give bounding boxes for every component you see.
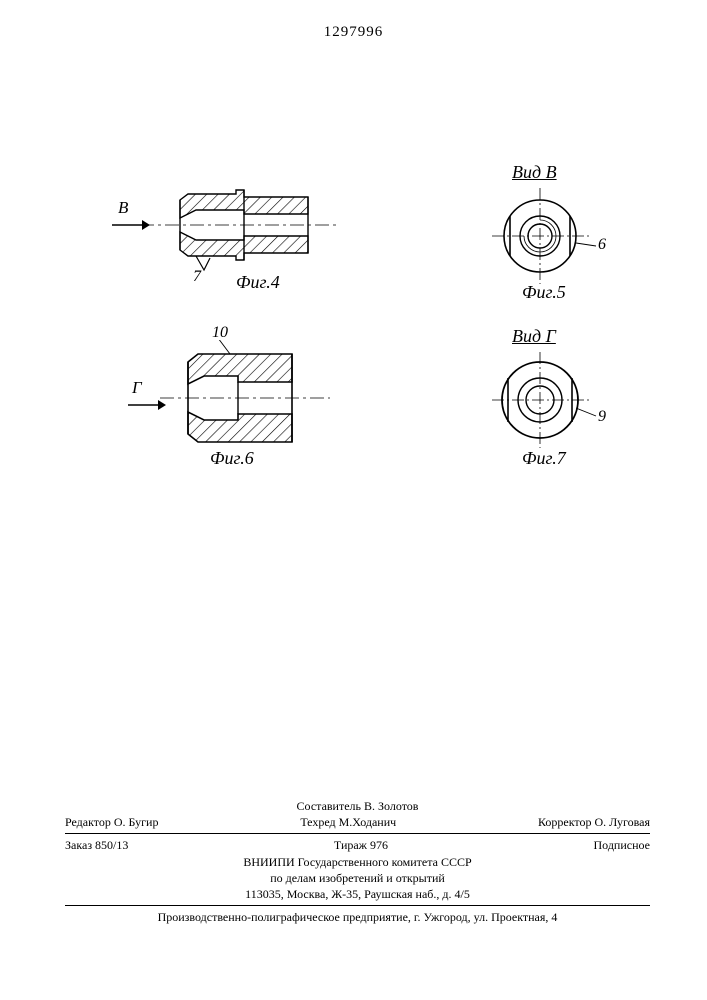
fig6-drawing — [160, 340, 330, 460]
footer-compiler: Составитель В. Золотов — [65, 798, 650, 814]
footer-techred: Техред М.Ходанич — [300, 814, 396, 830]
fig6-label: Фиг.6 — [210, 448, 254, 469]
fig7-view-label: Вид Г — [512, 326, 556, 347]
footer-address1: 113035, Москва, Ж-35, Раушская наб., д. … — [65, 886, 650, 902]
footer-org2: по делам изобретений и открытий — [65, 870, 650, 886]
footer-printer: Производственно-полиграфическое предприя… — [65, 909, 650, 925]
fig6-ref-10: 10 — [212, 324, 228, 342]
fig6-arrow — [126, 398, 166, 412]
fig5-label: Фиг.5 — [522, 282, 566, 303]
fig7-drawing — [490, 350, 590, 450]
footer-rule-2 — [65, 905, 650, 906]
fig4-label: Фиг.4 — [236, 272, 280, 293]
fig5-drawing — [490, 186, 590, 286]
footer-editor: Редактор О. Бугир — [65, 814, 158, 830]
fig5-leader — [576, 236, 600, 250]
footer-org1: ВНИИПИ Государственного комитета СССР — [65, 854, 650, 870]
footer-tirage: Тираж 976 — [334, 837, 388, 853]
footer-sign: Подписное — [594, 837, 651, 853]
footer-corrector: Корректор О. Луговая — [538, 814, 650, 830]
fig5-view-label: Вид В — [512, 162, 557, 183]
fig4-arrow — [110, 218, 150, 232]
footer-block: Составитель В. Золотов Редактор О. Бугир… — [65, 798, 650, 925]
fig6-arrow-letter: Г — [132, 378, 142, 398]
footer-rule-1 — [65, 833, 650, 834]
fig7-label: Фиг.7 — [522, 448, 566, 469]
fig7-leader — [576, 404, 600, 420]
fig4-ref-7: 7 — [193, 268, 201, 286]
patent-page: 1297996 В 7 Фиг.4 Вид В — [0, 0, 707, 1000]
document-number: 1297996 — [0, 24, 707, 41]
footer-order: Заказ 850/13 — [65, 837, 128, 853]
fig4-arrow-letter: В — [118, 198, 128, 218]
